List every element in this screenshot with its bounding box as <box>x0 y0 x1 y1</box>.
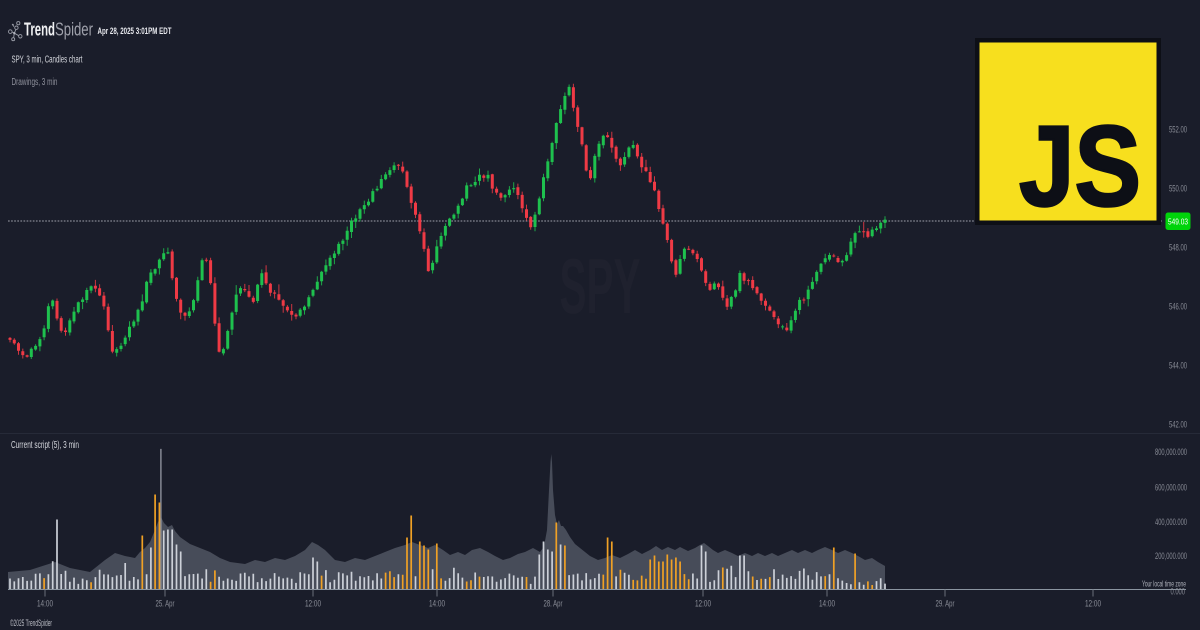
svg-text:14:00: 14:00 <box>37 599 53 610</box>
svg-text:JS: JS <box>1019 104 1141 231</box>
svg-text:600,000.000: 600,000.000 <box>1155 482 1187 493</box>
svg-text:800,000.000: 800,000.000 <box>1155 447 1187 458</box>
svg-text:28. Apr: 28. Apr <box>544 599 563 610</box>
svg-text:SPY: SPY <box>560 242 641 330</box>
svg-text:546.00: 546.00 <box>1169 301 1187 312</box>
svg-text:552.00: 552.00 <box>1169 124 1187 135</box>
svg-text:SPY, 3 min, Candles chart: SPY, 3 min, Candles chart <box>12 55 83 66</box>
svg-text:14:00: 14:00 <box>429 599 445 610</box>
svg-text:Drawings, 3 min: Drawings, 3 min <box>12 77 58 88</box>
svg-text:©2025 TrendSpider: ©2025 TrendSpider <box>10 618 52 628</box>
svg-text:200,000.000: 200,000.000 <box>1155 551 1187 562</box>
svg-text:544.00: 544.00 <box>1169 360 1187 371</box>
svg-text:Current script (5), 3 min: Current script (5), 3 min <box>11 440 79 451</box>
svg-text:Spider: Spider <box>55 19 93 40</box>
svg-text:400,000.000: 400,000.000 <box>1155 517 1187 528</box>
svg-text:550.00: 550.00 <box>1169 183 1187 194</box>
svg-text:Apr 28, 2025 3:01PM EDT: Apr 28, 2025 3:01PM EDT <box>98 26 172 37</box>
svg-text:549.03: 549.03 <box>1168 217 1188 227</box>
svg-text:12:00: 12:00 <box>1085 599 1101 610</box>
svg-text:548.00: 548.00 <box>1169 242 1187 253</box>
svg-text:14:00: 14:00 <box>819 599 835 610</box>
svg-text:29. Apr: 29. Apr <box>936 599 955 610</box>
svg-text:25. Apr: 25. Apr <box>156 599 175 610</box>
svg-text:0.000: 0.000 <box>1171 586 1186 597</box>
svg-text:Your local time zone: Your local time zone <box>1142 579 1186 589</box>
svg-text:12:00: 12:00 <box>305 599 321 610</box>
svg-text:12:00: 12:00 <box>695 599 711 610</box>
svg-text:542.00: 542.00 <box>1169 419 1187 430</box>
svg-text:Trend: Trend <box>24 19 55 40</box>
